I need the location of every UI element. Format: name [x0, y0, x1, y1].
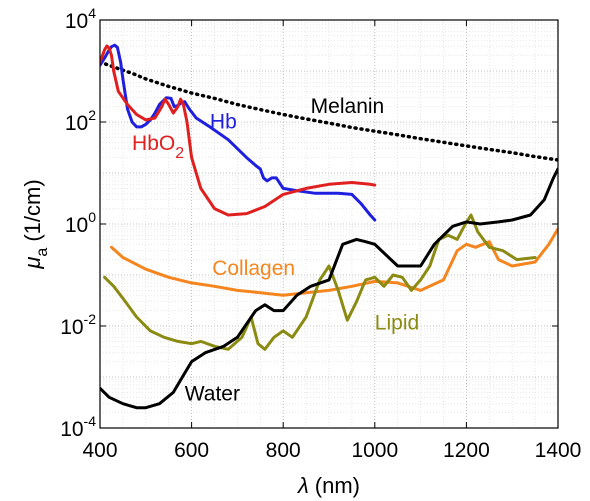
ticks [99, 19, 559, 429]
y-tick-label: 104 [65, 5, 96, 33]
series-hbo2-line [100, 44, 377, 217]
tick-labels: 400 600 800 1000 1200 1400 104 102 100 10-2 10-4 [60, 5, 581, 462]
series-labels: Melanin Hb HbO2 Collagen Lipid Water [132, 95, 419, 405]
label-hbo: HbO2 [132, 132, 184, 162]
series-melanin-line [100, 60, 558, 162]
y-tick-label: 10-2 [60, 311, 96, 339]
label-lipid: Lipid [375, 312, 419, 335]
label-collagen: Collagen [212, 257, 295, 280]
y-tick-label: 10-4 [60, 413, 96, 441]
series-lipid-line [103, 213, 537, 351]
x-axis-label: λ (nm) [297, 473, 360, 498]
x-tick-label: 600 [174, 439, 209, 462]
x-tick-label: 1400 [535, 439, 582, 462]
series-water-line [100, 167, 558, 410]
x-tick-label: 800 [266, 439, 301, 462]
x-tick-label: 1200 [443, 439, 490, 462]
label-hb: Hb [210, 110, 237, 133]
series-collagen-line [110, 227, 558, 297]
label-melanin: Melanin [311, 95, 385, 118]
series-group [100, 43, 558, 410]
y-tick-label: 102 [65, 107, 96, 135]
y-axis-label: μa(1/cm) [20, 179, 51, 269]
y-tick-label: 100 [65, 209, 96, 237]
x-tick-label: 1000 [351, 439, 398, 462]
x-tick-label: 400 [82, 439, 117, 462]
label-water: Water [185, 382, 240, 405]
